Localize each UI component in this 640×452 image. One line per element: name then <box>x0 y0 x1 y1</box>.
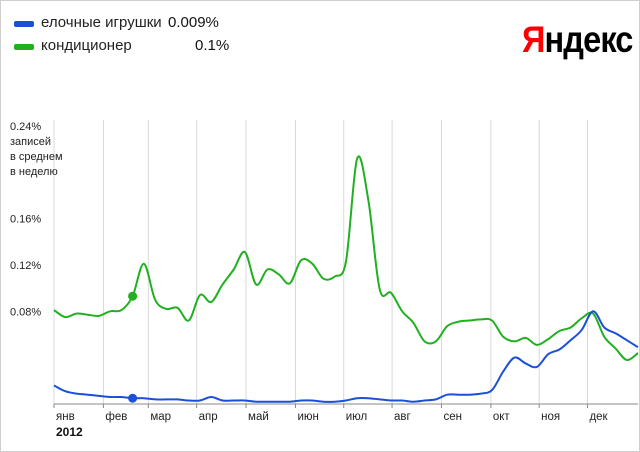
label-layer: 0.24% 0.16% 0.12% 0.08% записей в среднем в не… <box>10 121 609 439</box>
x-tick-label-5: июн <box>297 411 318 423</box>
logo-first-letter: Я <box>522 19 545 60</box>
x-tick-label-9: окт <box>493 411 511 423</box>
x-tick-label-6: июл <box>346 411 368 423</box>
legend-swatch-series-2 <box>14 44 34 50</box>
x-tick-label-8: сен <box>443 411 462 423</box>
series-marker-1 <box>128 393 138 403</box>
series-line-2 <box>53 155 639 362</box>
yandex-logo[interactable]: Яндекс <box>522 15 633 65</box>
legend-label-series-1: елочные игрушки <box>41 14 162 31</box>
series-layer <box>53 155 639 403</box>
legend-swatch-series-1 <box>14 21 34 27</box>
legend-value-series-1: 0.009% <box>168 14 219 31</box>
y-axis-label-line-2: в неделю <box>10 166 58 178</box>
legend-value-series-2: 0.1% <box>195 37 230 54</box>
x-tick-label-1: фев <box>105 411 127 423</box>
x-tick-label-4: май <box>248 411 269 423</box>
x-tick-label-11: дек <box>589 411 608 423</box>
series-line-1 <box>53 310 639 403</box>
x-tick-label-10: ноя <box>541 411 560 423</box>
y-axis-label-line-1: в среднем <box>10 151 63 163</box>
x-tick-label-0: янв <box>56 411 75 423</box>
x-tick-label-7: авг <box>394 411 411 423</box>
series-marker-2 <box>128 291 138 301</box>
y-axis-label-line-0: записей <box>10 136 51 148</box>
y-tick-label-1: 0.16% <box>10 214 41 226</box>
y-tick-label-2: 0.12% <box>10 260 41 272</box>
legend-label-series-2: кондиционер <box>41 37 132 54</box>
x-tick-label-3: апр <box>199 411 218 423</box>
logo-rest: ндекс <box>544 19 634 60</box>
x-tick-label-2: мар <box>150 411 171 423</box>
year-label: 2012 <box>56 425 83 439</box>
grid-layer <box>53 120 638 408</box>
y-tick-label-0: 0.24% <box>10 121 41 133</box>
y-tick-label-3: 0.08% <box>10 306 41 318</box>
